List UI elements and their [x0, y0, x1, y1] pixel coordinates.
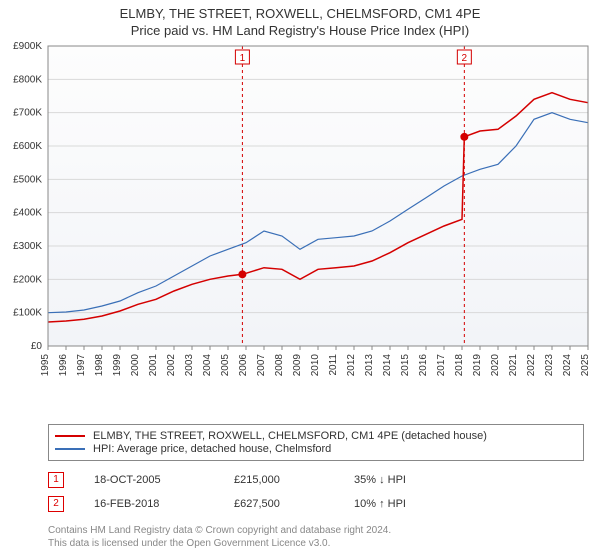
legend-item-hpi: HPI: Average price, detached house, Chel…	[55, 443, 577, 455]
transaction-delta: 35% ↓ HPI	[354, 474, 406, 486]
svg-text:£200K: £200K	[13, 274, 42, 285]
svg-text:£500K: £500K	[13, 174, 42, 185]
svg-text:2021: 2021	[508, 354, 519, 377]
transaction-marker: 1	[48, 472, 64, 488]
svg-text:2011: 2011	[328, 354, 339, 376]
svg-text:2014: 2014	[382, 354, 393, 377]
svg-text:2006: 2006	[238, 354, 249, 377]
svg-text:£300K: £300K	[13, 241, 42, 252]
transaction-row: 2 16-FEB-2018 £627,500 10% ↑ HPI	[48, 496, 584, 512]
svg-text:£800K: £800K	[13, 74, 42, 85]
svg-text:2000: 2000	[130, 354, 141, 377]
svg-text:£700K: £700K	[13, 108, 42, 119]
svg-text:2022: 2022	[526, 354, 537, 377]
svg-text:2025: 2025	[580, 354, 591, 377]
svg-text:2015: 2015	[400, 354, 411, 377]
svg-text:2009: 2009	[292, 354, 303, 377]
legend-swatch-blue	[55, 448, 85, 450]
transaction-price: £627,500	[234, 498, 354, 510]
transaction-row: 1 18-OCT-2005 £215,000 35% ↓ HPI	[48, 472, 584, 488]
transaction-marker: 2	[48, 496, 64, 512]
transaction-date: 18-OCT-2005	[94, 474, 234, 486]
chart-container: ELMBY, THE STREET, ROXWELL, CHELMSFORD, …	[0, 0, 600, 560]
legend-label: ELMBY, THE STREET, ROXWELL, CHELMSFORD, …	[93, 430, 487, 442]
svg-text:2017: 2017	[436, 354, 447, 377]
legend-swatch-red	[55, 435, 85, 437]
svg-text:£900K: £900K	[13, 41, 42, 52]
footer-line1: Contains HM Land Registry data © Crown c…	[48, 524, 584, 537]
svg-text:1996: 1996	[58, 354, 69, 377]
svg-text:2010: 2010	[310, 354, 321, 377]
svg-text:£0: £0	[31, 341, 43, 352]
svg-text:2019: 2019	[472, 354, 483, 377]
svg-text:2013: 2013	[364, 354, 375, 377]
svg-text:2003: 2003	[184, 354, 195, 377]
svg-text:2024: 2024	[562, 354, 573, 377]
legend: ELMBY, THE STREET, ROXWELL, CHELMSFORD, …	[48, 424, 584, 461]
title-block: ELMBY, THE STREET, ROXWELL, CHELMSFORD, …	[0, 0, 600, 38]
transaction-delta: 10% ↑ HPI	[354, 498, 406, 510]
svg-text:2004: 2004	[202, 354, 213, 377]
svg-text:1999: 1999	[112, 354, 123, 377]
chart-subtitle: Price paid vs. HM Land Registry's House …	[0, 23, 600, 38]
svg-text:2012: 2012	[346, 354, 357, 377]
chart-title: ELMBY, THE STREET, ROXWELL, CHELMSFORD, …	[0, 6, 600, 21]
price-chart: £0£100K£200K£300K£400K£500K£600K£700K£80…	[48, 46, 588, 386]
svg-text:1997: 1997	[76, 354, 87, 377]
svg-text:2008: 2008	[274, 354, 285, 377]
svg-text:2005: 2005	[220, 354, 231, 377]
legend-label: HPI: Average price, detached house, Chel…	[93, 443, 331, 455]
svg-text:2002: 2002	[166, 354, 177, 377]
svg-text:2018: 2018	[454, 354, 465, 377]
svg-text:1: 1	[240, 53, 246, 64]
svg-text:£600K: £600K	[13, 141, 42, 152]
svg-text:1995: 1995	[40, 354, 51, 377]
svg-text:1998: 1998	[94, 354, 105, 377]
footer-credits: Contains HM Land Registry data © Crown c…	[48, 524, 584, 550]
transaction-price: £215,000	[234, 474, 354, 486]
svg-text:£400K: £400K	[13, 208, 42, 219]
svg-text:2020: 2020	[490, 354, 501, 377]
svg-text:£100K: £100K	[13, 308, 42, 319]
footer-line2: This data is licensed under the Open Gov…	[48, 537, 584, 550]
svg-text:2001: 2001	[148, 354, 159, 377]
svg-text:2: 2	[462, 53, 468, 64]
svg-text:2023: 2023	[544, 354, 555, 377]
svg-text:2007: 2007	[256, 354, 267, 377]
svg-text:2016: 2016	[418, 354, 429, 377]
legend-item-price-paid: ELMBY, THE STREET, ROXWELL, CHELMSFORD, …	[55, 430, 577, 442]
transaction-date: 16-FEB-2018	[94, 498, 234, 510]
